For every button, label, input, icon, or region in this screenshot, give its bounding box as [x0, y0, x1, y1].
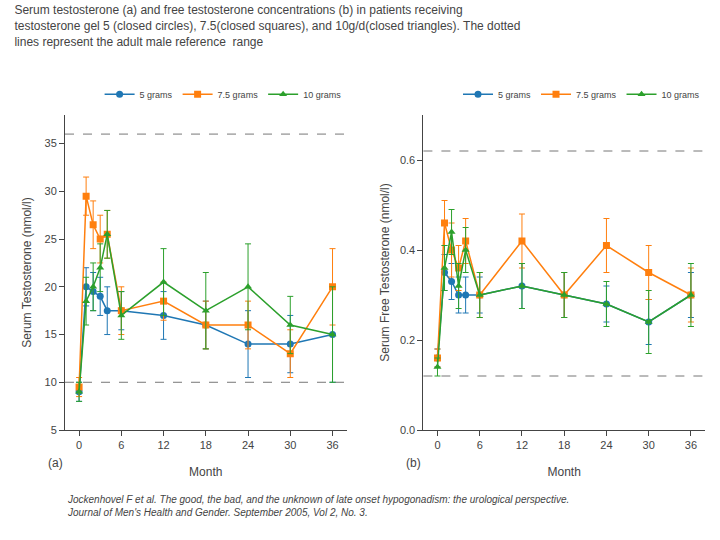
- svg-text:Serum Testosterone (nmol/l): Serum Testosterone (nmol/l): [20, 197, 34, 348]
- svg-text:10 grams: 10 grams: [662, 90, 700, 100]
- svg-text:20: 20: [45, 281, 57, 293]
- svg-text:7.5 grams: 7.5 grams: [218, 90, 259, 100]
- svg-text:0: 0: [76, 439, 82, 451]
- svg-text:5: 5: [51, 424, 57, 436]
- svg-text:(a): (a): [48, 456, 63, 470]
- svg-text:Serum testosterone (a) and fre: Serum testosterone (a) and free testoste…: [14, 3, 520, 48]
- svg-text:0: 0: [434, 439, 440, 451]
- svg-text:6: 6: [477, 439, 483, 451]
- svg-text:36: 36: [326, 439, 338, 451]
- svg-text:25: 25: [45, 233, 57, 245]
- svg-text:0.6: 0.6: [400, 154, 415, 166]
- svg-text:12: 12: [157, 439, 169, 451]
- svg-text:5 grams: 5 grams: [498, 90, 531, 100]
- svg-text:Serum Free Testosterone (nmol/: Serum Free Testosterone (nmol/l): [378, 183, 392, 362]
- svg-text:10 grams: 10 grams: [303, 90, 341, 100]
- svg-text:Jockenhovel F et al. The good,: Jockenhovel F et al. The good, the bad, …: [67, 494, 569, 518]
- svg-text:30: 30: [643, 439, 655, 451]
- svg-text:24: 24: [600, 439, 612, 451]
- svg-text:24: 24: [242, 439, 254, 451]
- svg-text:10: 10: [45, 376, 57, 388]
- svg-text:36: 36: [685, 439, 697, 451]
- svg-text:(b): (b): [406, 456, 421, 470]
- svg-text:15: 15: [45, 328, 57, 340]
- svg-text:Month: Month: [548, 465, 581, 479]
- svg-text:12: 12: [516, 439, 528, 451]
- svg-text:35: 35: [45, 137, 57, 149]
- svg-text:18: 18: [558, 439, 570, 451]
- svg-text:6: 6: [118, 439, 124, 451]
- svg-text:0.4: 0.4: [400, 244, 415, 256]
- svg-text:30: 30: [284, 439, 296, 451]
- svg-text:Month: Month: [189, 465, 222, 479]
- svg-text:5 grams: 5 grams: [140, 90, 173, 100]
- svg-text:0.0: 0.0: [400, 424, 415, 436]
- svg-text:30: 30: [45, 185, 57, 197]
- svg-text:7.5 grams: 7.5 grams: [576, 90, 617, 100]
- svg-text:18: 18: [200, 439, 212, 451]
- svg-text:0.2: 0.2: [400, 334, 415, 346]
